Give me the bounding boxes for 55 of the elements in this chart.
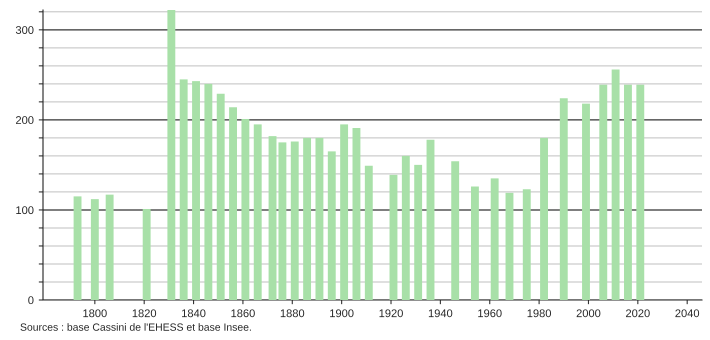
bar <box>612 69 620 300</box>
bar <box>303 138 312 300</box>
x-tick-label: 1860 <box>231 309 255 318</box>
bar <box>204 84 212 300</box>
bar <box>451 161 460 300</box>
y-tick-label: 200 <box>16 116 34 124</box>
x-tick-label: 1820 <box>132 309 156 318</box>
bar <box>180 79 188 300</box>
bar <box>340 124 348 300</box>
bar <box>599 84 608 300</box>
y-tick-label: 0 <box>28 296 34 304</box>
bar <box>390 174 398 300</box>
bar <box>402 156 410 300</box>
bar <box>241 118 250 300</box>
y-tick-label: 100 <box>16 206 34 214</box>
bar <box>315 138 324 300</box>
bar <box>278 142 286 300</box>
y-tick-label: 300 <box>16 26 34 34</box>
bar <box>90 199 99 300</box>
bar <box>506 192 514 300</box>
x-tick-label: 1940 <box>428 309 452 318</box>
x-tick-label: 1800 <box>83 309 107 318</box>
bar <box>490 178 499 300</box>
bar <box>268 136 276 300</box>
bar <box>74 196 82 300</box>
x-tick-label: 1960 <box>478 309 502 318</box>
bar <box>582 104 590 300</box>
x-tick-label: 2000 <box>576 309 600 318</box>
x-tick-label: 2040 <box>675 309 700 318</box>
bar <box>254 124 262 300</box>
bar <box>624 84 632 300</box>
bar <box>328 151 336 300</box>
x-tick-label: 1840 <box>182 309 206 318</box>
bar <box>352 128 360 300</box>
bar <box>216 94 225 300</box>
bar <box>522 189 531 300</box>
source-note: Sources : base Cassini de l'EHESS et base Insee. <box>20 323 251 331</box>
bar <box>560 98 568 300</box>
bar <box>364 166 373 300</box>
bar <box>229 107 237 300</box>
bar <box>142 209 151 300</box>
x-tick-label: 1880 <box>280 309 304 318</box>
bar <box>470 186 479 300</box>
x-tick-label: 1980 <box>528 309 552 318</box>
bar <box>636 84 644 300</box>
bar <box>290 141 299 300</box>
bar <box>167 10 176 300</box>
bar <box>192 81 200 300</box>
bar <box>426 140 434 300</box>
x-tick-label: 1900 <box>330 309 354 318</box>
x-tick-label: 2020 <box>626 309 650 318</box>
bar <box>540 138 548 300</box>
bar <box>414 164 422 300</box>
x-tick-label: 1920 <box>380 309 403 318</box>
bar <box>106 194 114 300</box>
